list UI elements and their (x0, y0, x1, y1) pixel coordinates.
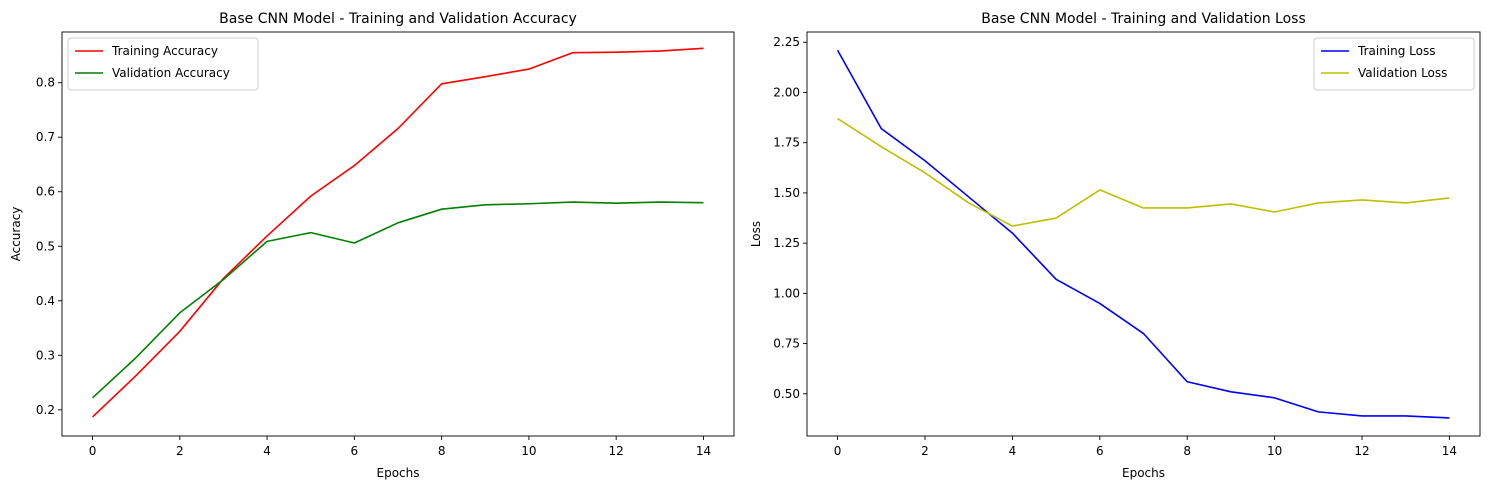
x-tick-label: 4 (263, 444, 271, 458)
legend-box (67, 37, 259, 91)
chart-title: Base CNN Model - Training and Validation… (981, 11, 1305, 27)
x-tick-label: 8 (1183, 444, 1191, 458)
legend: Training Loss Validation Loss (1313, 37, 1475, 91)
y-tick-label: 0.6 (36, 185, 55, 199)
x-axis-label: Epochs (377, 466, 420, 480)
y-tick-label: 1.50 (773, 186, 800, 200)
y-tick-label: 0.3 (36, 348, 55, 362)
plot-frame (806, 31, 1481, 437)
x-tick-label: 14 (1442, 444, 1457, 458)
x-tick-label: 0 (834, 444, 842, 458)
y-tick-label: 2.25 (773, 35, 800, 49)
x-tick-label: 14 (696, 444, 711, 458)
x-tick-label: 2 (921, 444, 929, 458)
plot-frame (61, 31, 735, 437)
x-tick-label: 0 (89, 444, 97, 458)
legend-label: Training Loss (1357, 44, 1435, 58)
y-tick-label: 0.50 (773, 387, 800, 401)
y-tick-label: 0.8 (36, 76, 55, 90)
x-tick-label: 10 (521, 444, 536, 458)
y-tick-label: 0.7 (36, 130, 55, 144)
legend: Training Accuracy Validation Accuracy (67, 37, 259, 91)
x-tick-label: 4 (1009, 444, 1017, 458)
x-tick-label: 8 (438, 444, 446, 458)
x-tick-label: 10 (1267, 444, 1282, 458)
y-tick-label: 2.00 (773, 85, 800, 99)
x-axis-label: Epochs (1122, 466, 1165, 480)
series-line-training-accuracy (91, 47, 704, 418)
y-tick-label: 0.75 (773, 337, 800, 351)
y-tick-label: 0.5 (36, 239, 55, 253)
chart-accuracy: 0 2 4 6 8 10 12 14 0.2 0.3 0.4 0.5 0.6 0.7 0.8 Base CNN… (9, 11, 735, 480)
legend-label: Training Accuracy (111, 44, 218, 58)
legend-box (1313, 37, 1475, 91)
x-tick-label: 6 (351, 444, 359, 458)
chart-loss: 0 2 4 6 8 10 12 14 0.50 0.75 1.00 1.25 1.50 1.75 2.00 2… (749, 11, 1481, 480)
y-tick-label: 1.75 (773, 136, 800, 150)
legend-label: Validation Accuracy (112, 66, 230, 80)
y-tick-label: 1.25 (773, 236, 800, 250)
x-tick-label: 2 (176, 444, 184, 458)
y-tick-label: 0.2 (36, 403, 55, 417)
y-axis-label: Accuracy (9, 207, 23, 262)
x-tick-label: 6 (1096, 444, 1104, 458)
y-axis-label: Loss (749, 221, 763, 247)
y-tick-label: 1.00 (773, 286, 800, 300)
series-line-validation-accuracy (92, 201, 704, 399)
x-tick-label: 12 (1354, 444, 1369, 458)
series-line-training-loss (836, 49, 1450, 419)
x-tick-label: 12 (609, 444, 624, 458)
chart-title: Base CNN Model - Training and Validation… (219, 11, 577, 27)
legend-label: Validation Loss (1358, 66, 1447, 80)
y-tick-label: 0.4 (36, 294, 55, 308)
series-line-validation-loss (837, 117, 1450, 227)
